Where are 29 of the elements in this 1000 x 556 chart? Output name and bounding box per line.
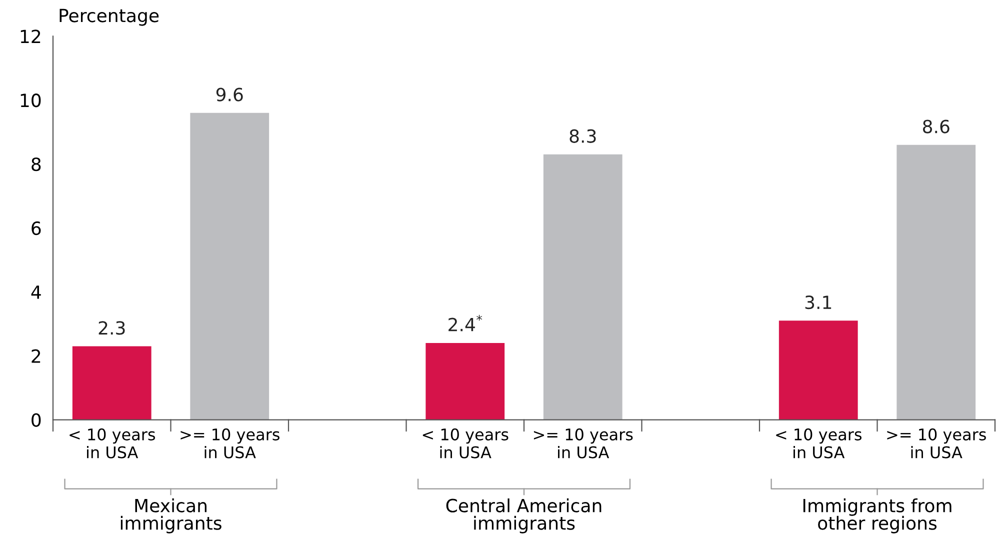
y-tick-label: 8	[32, 157, 41, 172]
data-label: 2.4$^{*}$	[448, 314, 482, 332]
data-label: 9.6	[216, 88, 243, 102]
data-label: 8.3	[570, 129, 596, 143]
data-label: 3.1	[805, 296, 832, 310]
text: Central American immigrants	[446, 498, 602, 534]
x-tick-label: >= 10 years in USA	[180, 428, 280, 458]
text: Mexican immigrants	[120, 498, 222, 534]
bar	[72, 346, 152, 420]
data-label: 8.6	[922, 120, 950, 134]
x-tick-label: < 10 years in USA	[70, 428, 156, 458]
bar	[543, 154, 622, 420]
x-tick-label: < 10 years in USA	[422, 428, 508, 458]
y-tick-label: 10	[20, 94, 41, 108]
text: Immigrants from other regions	[803, 498, 952, 534]
bar	[778, 320, 858, 420]
y-tick-label: 4	[31, 286, 41, 299]
data-label: 2.3	[98, 321, 125, 335]
y-tick-label: 2	[32, 349, 40, 363]
y-tick-label: 0	[32, 413, 41, 427]
x-tick-label: < 10 years in USA	[776, 428, 862, 458]
bar	[426, 343, 505, 420]
x-tick-label: >= 10 years in USA	[534, 428, 633, 458]
x-tick-label: >= 10 years in USA	[887, 428, 986, 458]
bar	[190, 112, 270, 420]
bar	[896, 144, 976, 420]
y-tick-label: 6	[32, 221, 41, 236]
y-axis-title: Percentage	[60, 8, 159, 26]
y-tick-label: 12	[20, 30, 40, 43]
